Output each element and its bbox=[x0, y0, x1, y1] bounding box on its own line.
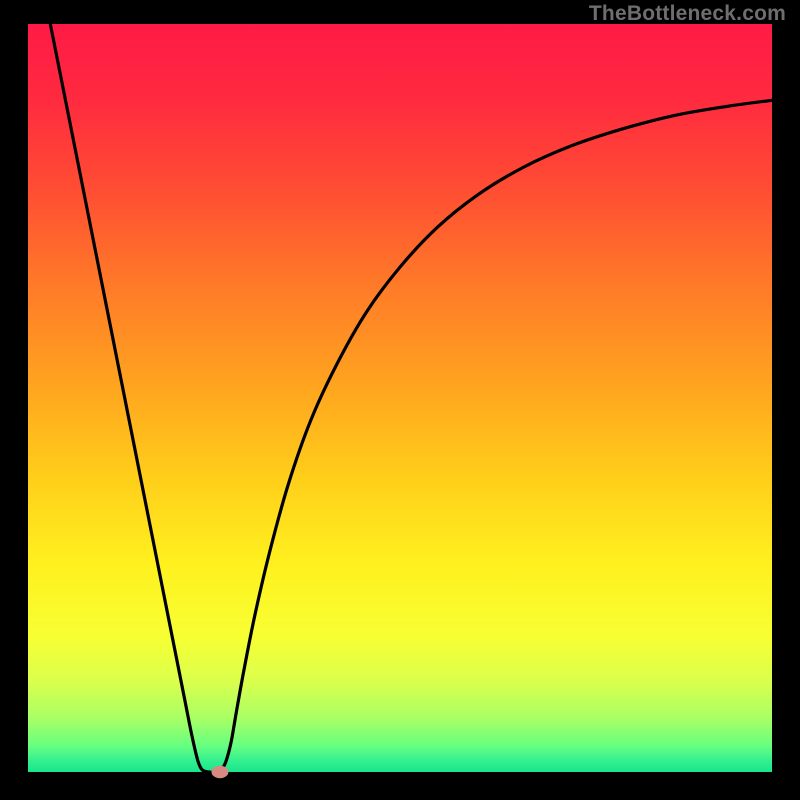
optimal-point-marker bbox=[211, 766, 228, 778]
plot-gradient bbox=[28, 24, 772, 772]
watermark-text: TheBottleneck.com bbox=[589, 2, 786, 26]
chart-stage: TheBottleneck.com bbox=[0, 0, 800, 800]
bottleneck-chart bbox=[0, 0, 800, 800]
